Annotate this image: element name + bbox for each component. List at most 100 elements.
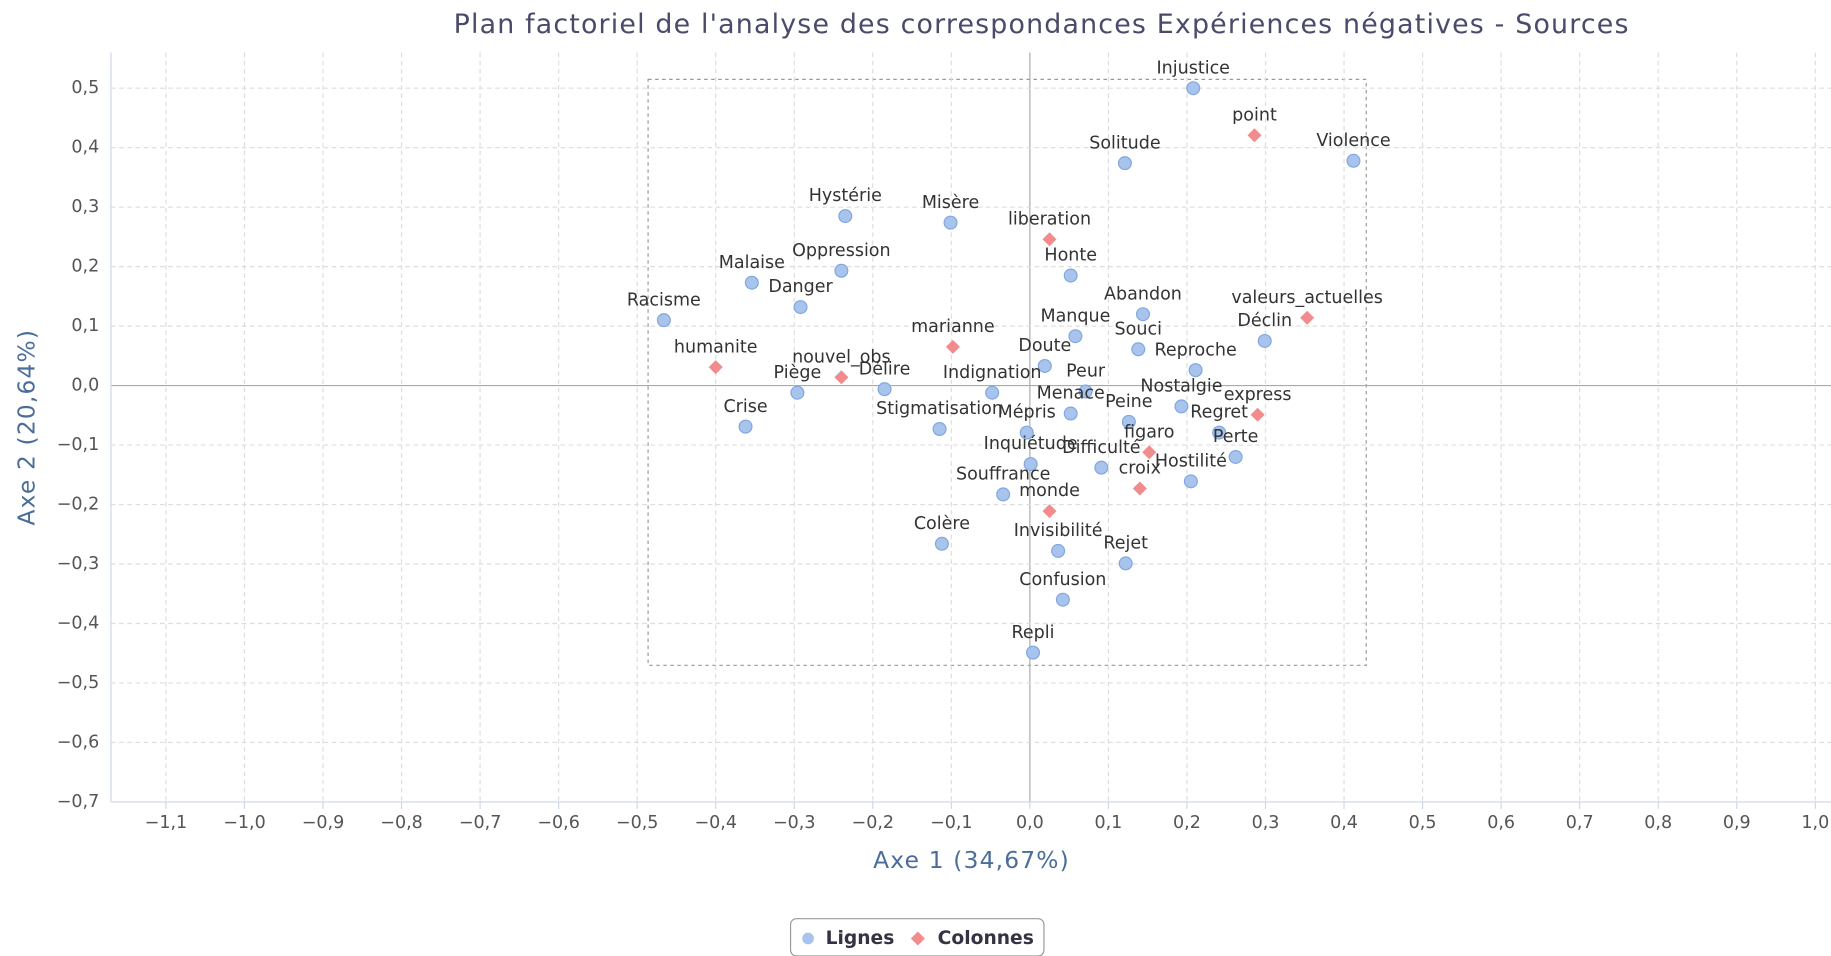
y-tick-label: −0,5 [57, 673, 100, 693]
point [1019, 425, 1034, 440]
point [1055, 592, 1070, 607]
x-tick-label: −0,1 [930, 813, 973, 833]
y-axis-title: Axe 2 (20,64%) [13, 329, 41, 526]
point [1188, 363, 1203, 378]
x-tick-label: −0,6 [537, 813, 580, 833]
point-label: Hystérie [809, 186, 882, 206]
point-label: point [1232, 105, 1277, 125]
point [738, 419, 753, 434]
point [1212, 425, 1227, 440]
point [1132, 481, 1147, 496]
point-label: Indignation [943, 363, 1042, 383]
point-label: Regret [1190, 403, 1248, 423]
y-tick-label: −0,3 [57, 554, 100, 574]
x-tick-label: 0,6 [1487, 813, 1515, 833]
point [1131, 342, 1146, 357]
point [1174, 399, 1189, 414]
point [1257, 333, 1272, 348]
y-tick-label: 0,2 [71, 257, 99, 277]
point-label: Menace [1037, 384, 1105, 404]
point [1250, 407, 1265, 422]
x-tick-label: −0,9 [302, 813, 345, 833]
point-label: Rejet [1103, 534, 1148, 554]
point [834, 370, 849, 385]
x-tick-label: −0,8 [380, 813, 423, 833]
y-tick-label: 0,0 [71, 376, 99, 396]
point-label: Piège [774, 363, 822, 383]
legend-marker [802, 932, 814, 945]
x-tick-label: −0,3 [773, 813, 816, 833]
point-label: Stigmatisation [876, 399, 1003, 419]
point-label: Souci [1115, 319, 1162, 339]
x-tick-label: 0,8 [1644, 813, 1672, 833]
x-tick-label: 1,0 [1801, 813, 1829, 833]
point [1094, 460, 1109, 475]
x-tick-label: 0,2 [1173, 813, 1201, 833]
point [793, 300, 808, 315]
point [1228, 449, 1243, 464]
point [1135, 307, 1150, 322]
point-label: Colère [914, 514, 970, 534]
point [1346, 153, 1361, 168]
y-tick-label: 0,5 [71, 78, 99, 98]
point [1121, 414, 1136, 429]
point-label: Manque [1040, 306, 1110, 326]
point-label: Perte [1213, 427, 1259, 447]
point [1023, 457, 1038, 472]
x-tick-label: 0,4 [1330, 813, 1358, 833]
selection-frame [647, 78, 1367, 666]
point [985, 385, 1000, 400]
point-label: Repli [1012, 623, 1055, 643]
point [790, 385, 805, 400]
point [1051, 543, 1066, 558]
x-tick-label: 0,5 [1409, 813, 1437, 833]
point-label: monde [1019, 481, 1080, 501]
point-label: Difficulté [1062, 438, 1140, 458]
point [932, 422, 947, 437]
point [1063, 268, 1078, 283]
point-label: Malaise [719, 253, 785, 273]
point-label: Déclin [1237, 311, 1292, 331]
point-label: figaro [1124, 422, 1174, 442]
point-label: nouvel_obs [792, 347, 891, 367]
legend-label[interactable]: Lignes [826, 928, 895, 949]
x-tick-label: −0,2 [852, 813, 895, 833]
y-tick-label: −0,7 [57, 792, 100, 812]
point-label: Racisme [627, 290, 701, 310]
point [744, 275, 759, 290]
point [834, 263, 849, 278]
y-tick-label: −0,1 [57, 435, 100, 455]
point [838, 209, 853, 224]
point-label: express [1224, 385, 1292, 405]
y-tick-label: 0,3 [71, 197, 99, 217]
x-tick-label: 0,3 [1252, 813, 1280, 833]
point-label: Souffrance [956, 465, 1050, 485]
point-label: Confusion [1019, 570, 1106, 590]
point-label: Mépris [998, 403, 1056, 423]
point [1068, 329, 1083, 344]
point [996, 487, 1011, 502]
point-label: Violence [1316, 131, 1390, 151]
legend-label[interactable]: Colonnes [938, 928, 1034, 949]
x-tick-label: 0,9 [1723, 813, 1751, 833]
point [1063, 406, 1078, 421]
x-tick-label: −1,1 [145, 813, 188, 833]
x-tick-label: 0,1 [1094, 813, 1122, 833]
point-label: Invisibilité [1014, 521, 1103, 541]
x-tick-label: −0,7 [459, 813, 502, 833]
point-label: Nostalgie [1140, 377, 1222, 397]
point [1142, 445, 1157, 460]
x-axis-title: Axe 1 (34,67%) [873, 846, 1070, 874]
point-label: Inquiétude [984, 434, 1078, 454]
point-label: Reproche [1154, 340, 1236, 360]
point-label: Doute [1018, 336, 1071, 356]
point-label: marianne [911, 317, 995, 337]
point [1042, 232, 1057, 247]
point [1118, 556, 1133, 571]
point [1026, 645, 1041, 660]
point [1037, 358, 1052, 373]
point-label: Injustice [1157, 58, 1230, 78]
point [1186, 81, 1201, 96]
